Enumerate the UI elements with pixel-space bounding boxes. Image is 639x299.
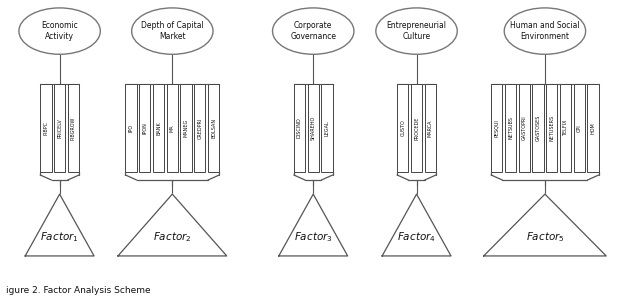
Text: igure 2. Factor Analysis Scheme: igure 2. Factor Analysis Scheme xyxy=(6,286,151,295)
Ellipse shape xyxy=(504,8,586,54)
Bar xyxy=(411,85,422,172)
Text: LEGAL: LEGAL xyxy=(325,120,330,136)
Bar xyxy=(54,85,65,172)
Polygon shape xyxy=(118,194,227,256)
Text: PIBPC: PIBPC xyxy=(43,121,49,135)
Text: CPI: CPI xyxy=(577,124,582,132)
Text: PIBGROW: PIBGROW xyxy=(71,116,76,140)
Polygon shape xyxy=(279,194,348,256)
Bar xyxy=(125,85,137,172)
Bar xyxy=(153,85,164,172)
Text: $\mathit{Factor}$$_{2}$: $\mathit{Factor}$$_{2}$ xyxy=(153,231,192,244)
Bar xyxy=(208,85,219,172)
Text: Depth of Capital
Market: Depth of Capital Market xyxy=(141,22,204,41)
Text: MANEG: MANEG xyxy=(183,119,189,137)
Bar xyxy=(425,85,436,172)
Text: MA: MA xyxy=(170,124,175,132)
Text: IPON: IPON xyxy=(142,122,148,134)
Text: MARCA: MARCA xyxy=(428,119,433,137)
Text: GASTOPRI: GASTOPRI xyxy=(522,116,527,141)
Bar xyxy=(139,85,150,172)
Bar xyxy=(68,85,79,172)
Text: PROCEDE: PROCEDE xyxy=(414,116,419,140)
Text: HOM: HOM xyxy=(590,122,596,134)
Ellipse shape xyxy=(376,8,458,54)
Text: Human and Social
Environment: Human and Social Environment xyxy=(510,22,580,41)
Text: $\mathit{Factor}$$_{4}$: $\mathit{Factor}$$_{4}$ xyxy=(397,231,436,244)
Text: SHAREHO: SHAREHO xyxy=(311,116,316,140)
Polygon shape xyxy=(25,194,94,256)
Polygon shape xyxy=(484,194,606,256)
Text: Entrepreneurial
Culture: Entrepreneurial Culture xyxy=(387,22,447,41)
Text: BOLSAN: BOLSAN xyxy=(211,118,216,138)
Text: Corporate
Governance: Corporate Governance xyxy=(290,22,336,41)
Text: PRICELV: PRICELV xyxy=(57,118,62,138)
Ellipse shape xyxy=(272,8,354,54)
Ellipse shape xyxy=(19,8,100,54)
Text: CREDPRI: CREDPRI xyxy=(197,118,203,139)
Bar xyxy=(294,85,305,172)
Text: $\mathit{Factor}$$_{1}$: $\mathit{Factor}$$_{1}$ xyxy=(40,231,79,244)
Text: GASTOSES: GASTOSES xyxy=(535,115,541,141)
Text: $\mathit{Factor}$$_{5}$: $\mathit{Factor}$$_{5}$ xyxy=(525,231,564,244)
Text: Economic
Activity: Economic Activity xyxy=(42,22,78,41)
Bar xyxy=(519,85,530,172)
Text: IPO: IPO xyxy=(128,124,134,132)
Bar xyxy=(574,85,585,172)
Text: BANK: BANK xyxy=(156,121,161,135)
Bar xyxy=(587,85,599,172)
Bar xyxy=(560,85,571,172)
Bar xyxy=(532,85,544,172)
Bar xyxy=(180,85,192,172)
Bar xyxy=(397,85,408,172)
Bar xyxy=(546,85,557,172)
Text: $\mathit{Factor}$$_{3}$: $\mathit{Factor}$$_{3}$ xyxy=(294,231,333,244)
Bar xyxy=(40,85,52,172)
Bar xyxy=(307,85,319,172)
Bar xyxy=(194,85,206,172)
Text: TELFIX: TELFIX xyxy=(563,120,568,136)
Polygon shape xyxy=(382,194,451,256)
Text: NETUSERS: NETUSERS xyxy=(550,115,554,141)
Bar xyxy=(491,85,502,172)
Bar xyxy=(167,85,178,172)
Text: CUSTO: CUSTO xyxy=(400,120,405,136)
Bar xyxy=(321,85,333,172)
Text: PESQUI: PESQUI xyxy=(495,119,499,137)
Bar xyxy=(505,85,516,172)
Text: DISCIND: DISCIND xyxy=(297,118,302,138)
Text: NETSUBS: NETSUBS xyxy=(508,117,513,140)
Ellipse shape xyxy=(132,8,213,54)
